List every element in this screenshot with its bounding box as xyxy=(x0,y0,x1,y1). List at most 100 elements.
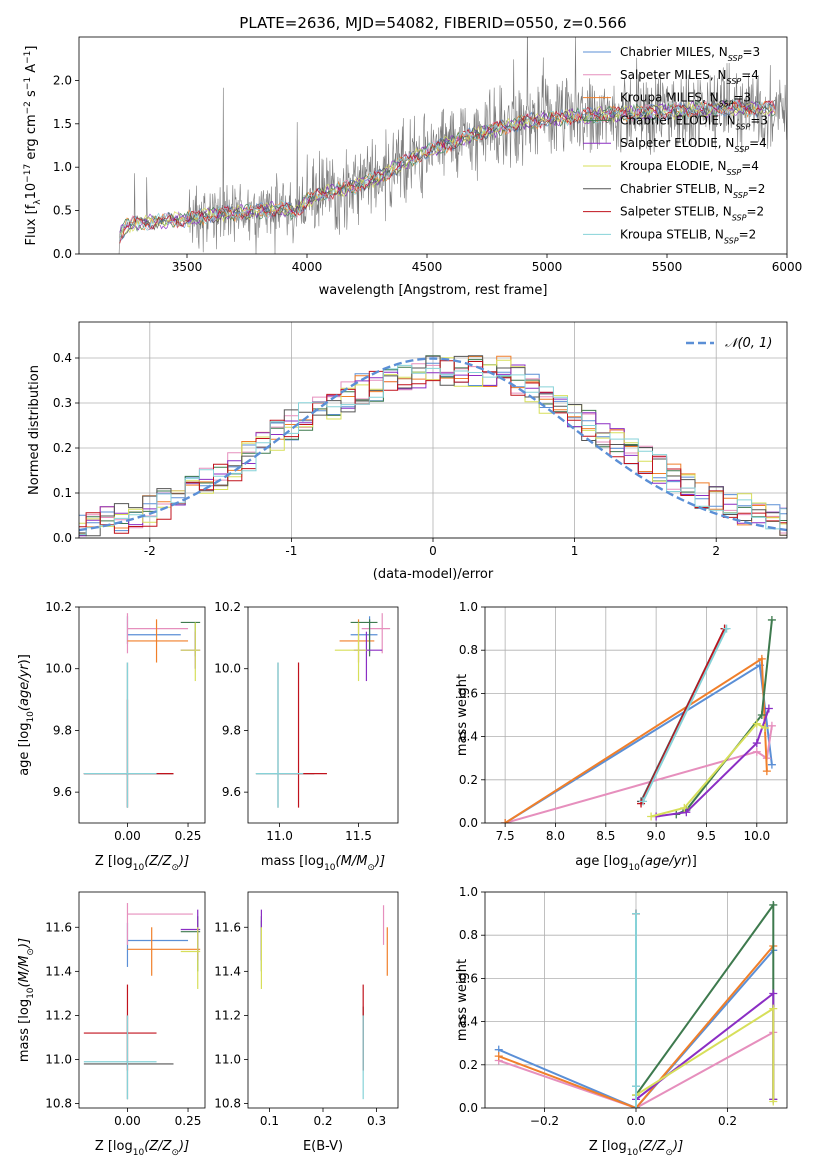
mass-weight-line xyxy=(504,663,773,823)
plus-marker xyxy=(767,615,776,624)
mass-weight-line xyxy=(642,628,728,802)
plus-marker xyxy=(762,767,771,776)
y-tick-label: 10.0 xyxy=(45,662,72,676)
y-tick-label: 0.4 xyxy=(53,351,72,365)
x-tick-label: 5500 xyxy=(652,260,683,274)
x-tick-label: 0.0 xyxy=(626,1114,645,1128)
plus-marker xyxy=(501,819,510,823)
plus-marker xyxy=(757,711,766,719)
plus-marker xyxy=(639,797,648,806)
y-tick-label: 0.6 xyxy=(459,971,478,985)
y-tick-label: 0.0 xyxy=(53,531,72,545)
legend-label: Salpeter STELIB, NSSP=2 xyxy=(620,205,764,223)
y-tick-label: 9.6 xyxy=(222,785,241,799)
axis-label: age [log10(age/yr)] xyxy=(575,854,697,873)
x-tick-label: 3500 xyxy=(172,260,203,274)
plus-marker xyxy=(767,760,776,769)
mass-weight-line xyxy=(650,722,766,818)
y-tick-label: 0.0 xyxy=(53,247,72,261)
x-axis-label: E(B-V) xyxy=(303,1139,343,1154)
y-tick-label: 10.8 xyxy=(214,1097,241,1111)
x-axis-label: Z [log10(Z/Z⊙)] xyxy=(589,1139,683,1158)
mass-weight-lines xyxy=(494,900,778,1108)
x-tick-label: 10.0 xyxy=(743,829,770,843)
y-tick-label: 9.8 xyxy=(222,723,241,737)
y-tick-label: 1.0 xyxy=(459,885,478,899)
y-tick-label: 0.8 xyxy=(459,643,478,657)
y-tick-label: 10.0 xyxy=(214,662,241,676)
y-tick-label: 0.2 xyxy=(459,1058,478,1072)
x-tick-label: −0.2 xyxy=(530,1114,559,1128)
model-spectrum-line xyxy=(119,100,776,239)
x-tick-label: 7.5 xyxy=(496,829,515,843)
plus-marker xyxy=(760,723,769,732)
legend-label: Kroupa ELODIE, NSSP=4 xyxy=(620,159,759,177)
spectrum-panel: 3500 4000 4500 5000 5500 6000 0.0 0.5 1.0 1.5 2.0 C… xyxy=(23,36,802,298)
x-tick-label: 4000 xyxy=(292,260,323,274)
errorbar-group xyxy=(255,613,391,808)
y-axis-label: mass weight xyxy=(455,674,470,756)
x-tick-label: -2 xyxy=(144,544,156,558)
y-tick-label: 1.0 xyxy=(459,600,478,614)
plus-marker xyxy=(752,719,761,728)
x-tick-label: 0.2 xyxy=(718,1114,737,1128)
y-tick-label: 9.6 xyxy=(53,785,72,799)
y-tick-label: 0.8 xyxy=(459,928,478,942)
plus-marker xyxy=(767,721,776,730)
y-tick-label: 10.8 xyxy=(45,1097,72,1111)
plus-marker xyxy=(769,1004,778,1013)
observed-spectrum-line xyxy=(79,37,787,254)
legend-label: Kroupa STELIB, NSSP=2 xyxy=(620,227,756,245)
spectrum-lines xyxy=(79,37,787,254)
x-tick-label: 9.5 xyxy=(697,829,716,843)
plus-marker xyxy=(769,989,778,998)
y-tick-label: 0.3 xyxy=(53,396,72,410)
mass-weight-line xyxy=(498,945,775,1108)
errorbar-group xyxy=(83,613,201,808)
x-tick-label: 0.00 xyxy=(114,829,141,843)
y-tick-label: 10.2 xyxy=(45,600,72,614)
x-tick-label: 0 xyxy=(429,544,437,558)
model-spectrum-line xyxy=(119,99,776,234)
plus-marker xyxy=(632,909,640,918)
y-tick-label: 2.0 xyxy=(53,73,72,87)
plus-marker xyxy=(752,739,761,748)
y-tick-label: 0.4 xyxy=(459,730,478,744)
x-tick-label: -1 xyxy=(285,544,297,558)
age-vs-metallicity-panel: 0.00 0.25 9.6 9.8 10.0 10.2 Z [log10(Z/Z⊙)] age… xyxy=(17,600,206,873)
axes-frame xyxy=(78,606,206,824)
legend-label: Salpeter ELODIE, NSSP=4 xyxy=(620,136,767,154)
plus-marker xyxy=(647,812,656,821)
x-axis-label: Z [log10(Z/Z⊙)] xyxy=(95,854,189,873)
y-tick-label: 11.6 xyxy=(45,920,72,934)
x-tick-label: 2 xyxy=(712,544,720,558)
legend-label: Kroupa MILES, NSSP=3 xyxy=(620,91,751,109)
x-tick-label: 0.25 xyxy=(175,1114,202,1128)
plus-marker xyxy=(769,900,778,909)
mass-weight-lines xyxy=(501,615,776,823)
mass-vs-ebv-panel: 0.1 0.2 0.3 10.8 11.0 11.2 11.4 11.6 E(B-V) xyxy=(214,891,399,1154)
mass-weight-line xyxy=(498,1031,774,1108)
x-tick-label: 0.00 xyxy=(114,1114,141,1128)
x-axis-label: Z [log10(Z/Z⊙)] xyxy=(95,1139,189,1158)
y-tick-label: 0.4 xyxy=(459,1015,478,1029)
x-axis-label: (data-model)/error xyxy=(373,567,494,582)
mass-weight-vs-age-panel: 7.5 8.0 8.5 9.0 9.5 10.0 0.0 0.2 0.4 0.6 0.8 1.0 mas… xyxy=(455,600,788,873)
x-tick-label: 8.5 xyxy=(596,829,615,843)
y-axis-label: mass weight xyxy=(455,959,470,1041)
legend-label: Chabrier MILES, NSSP=3 xyxy=(620,45,760,63)
mass-weight-vs-metallicity-panel: −0.2 0.0 0.2 0.0 0.2 0.4 0.6 0.8 1.0 mass weight Z… xyxy=(455,885,788,1158)
histogram-step-line xyxy=(79,360,787,534)
y-tick-label: 0.0 xyxy=(459,1101,478,1115)
y-tick-label: 11.0 xyxy=(214,1053,241,1067)
y-tick-label: 0.0 xyxy=(459,816,478,830)
x-tick-label: 0.3 xyxy=(367,1114,386,1128)
histogram-step-line xyxy=(79,364,787,537)
errorbar-group xyxy=(83,903,201,1100)
age-vs-mass-panel: 11.0 11.5 9.6 9.8 10.0 10.2 mass [log10(M/M⊙)] xyxy=(214,600,399,873)
axes-frame xyxy=(78,891,206,1109)
y-tick-label: 0.6 xyxy=(459,686,478,700)
mass-weight-line xyxy=(655,708,770,818)
plus-marker xyxy=(680,803,689,812)
